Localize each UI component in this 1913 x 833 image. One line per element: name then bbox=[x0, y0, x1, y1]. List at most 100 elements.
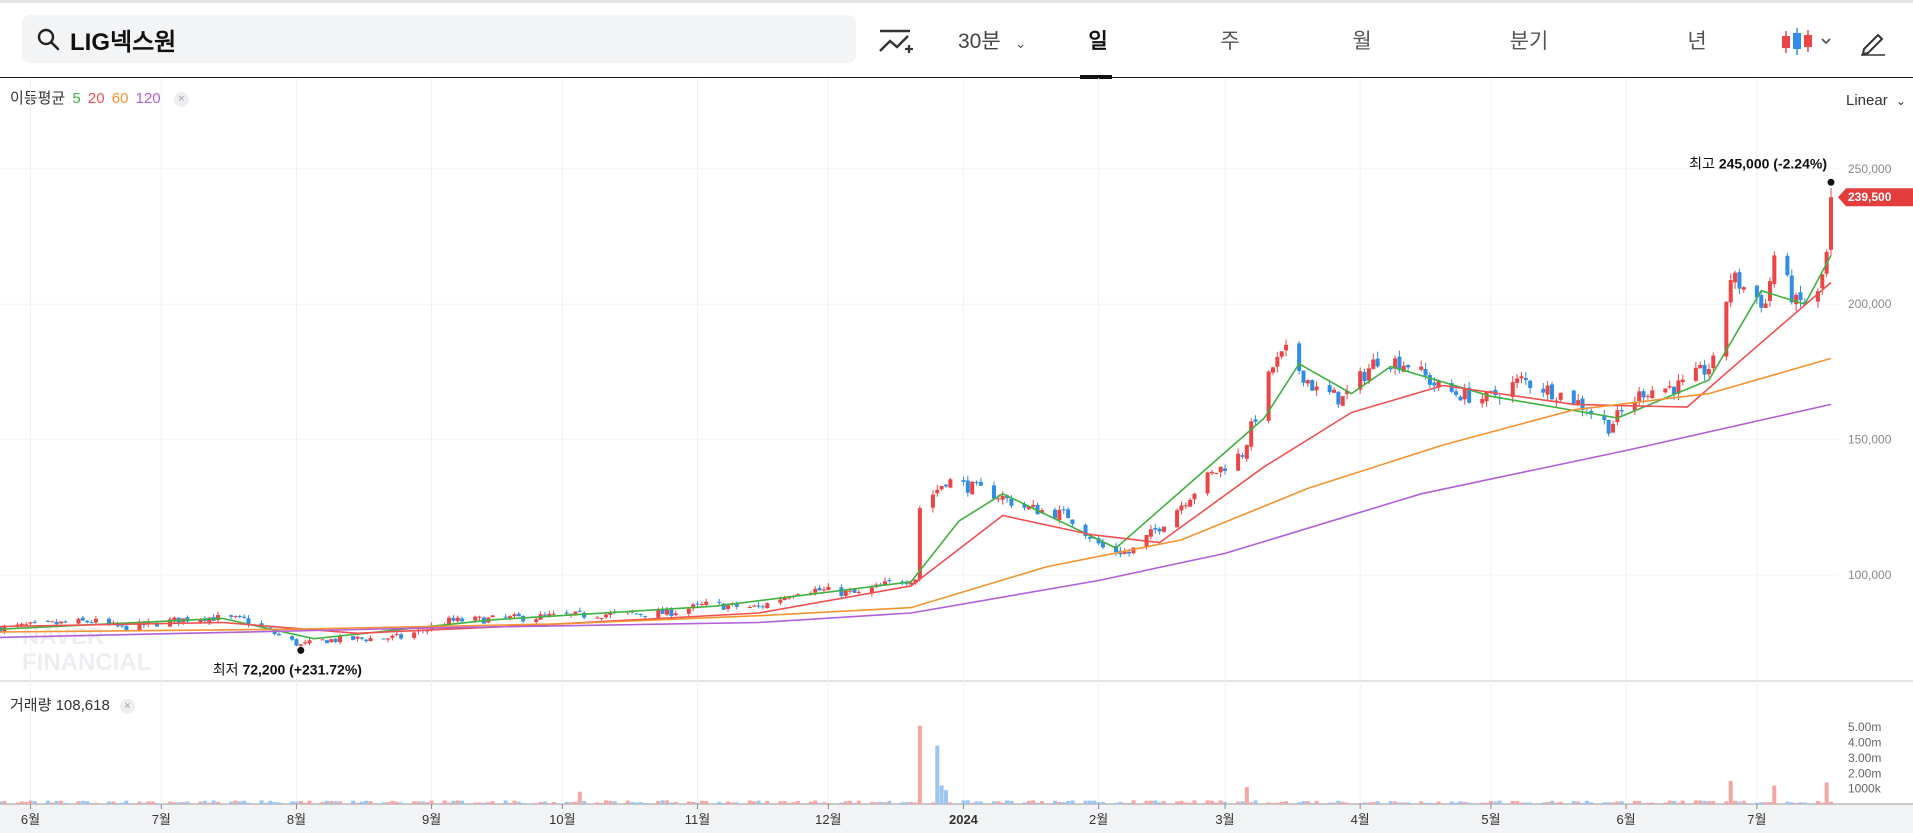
close-icon[interactable]: × bbox=[173, 92, 189, 107]
volume-bar bbox=[1070, 800, 1075, 804]
volume-bar bbox=[185, 801, 190, 804]
candle-body bbox=[63, 621, 68, 623]
volume-bar bbox=[638, 802, 643, 804]
stock-chart[interactable]: 6월 7월 8월 9월 10월 11월 12월 2024 2월 3월 4월 5월 6월 7월 100,000… bbox=[0, 78, 1913, 833]
volume-bar bbox=[1026, 800, 1031, 804]
volume-bar bbox=[303, 802, 308, 804]
volume-bar bbox=[1061, 802, 1066, 804]
volume-bar bbox=[1310, 802, 1315, 804]
volume-bar bbox=[930, 802, 935, 804]
tab-weekly[interactable]: 주 bbox=[1220, 30, 1240, 53]
candle-body bbox=[307, 640, 312, 644]
candle-body bbox=[1454, 391, 1459, 396]
volume-bar bbox=[1632, 800, 1637, 804]
close-icon[interactable]: × bbox=[119, 699, 135, 714]
volume-bar bbox=[1733, 800, 1738, 804]
candle-body bbox=[643, 615, 648, 617]
tab-daily[interactable]: 일 bbox=[1058, 25, 1138, 79]
volume-bar bbox=[333, 801, 338, 804]
candle-body bbox=[381, 638, 386, 640]
volume-bar bbox=[24, 802, 29, 804]
volume-bar bbox=[1488, 800, 1493, 804]
volume-bar bbox=[669, 802, 674, 804]
volume-bar bbox=[272, 802, 277, 804]
volume-bar bbox=[1022, 802, 1027, 804]
volume-bar bbox=[1375, 801, 1380, 804]
volume-bar bbox=[974, 801, 979, 804]
volume-bar bbox=[1436, 801, 1441, 804]
volume-bar bbox=[1645, 802, 1650, 804]
volume-bar bbox=[1393, 801, 1398, 804]
volume-bar bbox=[1336, 800, 1341, 804]
candle-body bbox=[1802, 301, 1807, 303]
volume-bar bbox=[50, 802, 55, 804]
watermark-line: FINANCIAL bbox=[22, 649, 152, 676]
candle-body bbox=[50, 621, 55, 623]
volume-bar bbox=[355, 802, 360, 804]
volume-bar bbox=[1458, 801, 1463, 804]
candle-body bbox=[974, 481, 979, 483]
volume-bar bbox=[1619, 801, 1624, 804]
ma-line-5 bbox=[0, 255, 1832, 640]
x-tick-label: 4월 bbox=[1351, 812, 1370, 827]
volume-bar bbox=[503, 800, 508, 804]
candle-body bbox=[1057, 509, 1062, 520]
volume-bar bbox=[1576, 801, 1581, 804]
volume-bar bbox=[913, 802, 918, 804]
volume-bar bbox=[1480, 802, 1485, 804]
candle-body bbox=[516, 613, 521, 617]
volume-bar bbox=[573, 801, 578, 804]
candle-body bbox=[1310, 380, 1315, 391]
edit-pencil-icon[interactable] bbox=[1858, 27, 1888, 57]
tab-monthly[interactable]: 월 bbox=[1352, 30, 1372, 53]
volume-bar bbox=[686, 801, 691, 804]
search-box[interactable] bbox=[22, 15, 856, 63]
volume-bar bbox=[1297, 802, 1302, 804]
volume-bar bbox=[451, 800, 456, 804]
candle-body bbox=[787, 597, 792, 599]
volume-bar bbox=[787, 803, 792, 804]
candle-body bbox=[1515, 378, 1520, 383]
scale-select[interactable]: Linear ⌄ bbox=[1846, 92, 1906, 109]
candle-body bbox=[1698, 364, 1703, 369]
candle-body bbox=[542, 614, 547, 616]
volume-bar bbox=[1388, 801, 1393, 804]
candle-body bbox=[1192, 493, 1197, 500]
volume-bar bbox=[1083, 800, 1088, 804]
volume-bar bbox=[1754, 802, 1759, 804]
volume-bar bbox=[1157, 802, 1162, 804]
volume-bar bbox=[1314, 800, 1319, 804]
volume-bar bbox=[172, 802, 177, 804]
volume-bar bbox=[320, 801, 325, 804]
volume-bar bbox=[1127, 803, 1132, 804]
volume-bar bbox=[1515, 801, 1520, 804]
volume-bar bbox=[294, 801, 299, 804]
volume-bar bbox=[1057, 801, 1062, 804]
draw-indicator-icon[interactable] bbox=[878, 25, 914, 59]
tab-yearly[interactable]: 년 bbox=[1687, 30, 1707, 53]
volume-bar bbox=[176, 802, 181, 804]
candle-body bbox=[765, 603, 770, 609]
tab-quarterly[interactable]: 분기 bbox=[1509, 30, 1549, 53]
interval-select[interactable]: 30분 ⌄ bbox=[958, 25, 1026, 57]
candle-body bbox=[1279, 351, 1284, 357]
volume-bar bbox=[660, 800, 665, 804]
x-tick-label: 2월 bbox=[1089, 812, 1108, 827]
volume-bar bbox=[1209, 800, 1214, 804]
search-input[interactable] bbox=[70, 23, 830, 55]
volume-bar bbox=[791, 802, 796, 804]
candle-body bbox=[24, 624, 29, 626]
candle-body bbox=[1305, 380, 1310, 384]
volume-bar bbox=[1606, 802, 1611, 804]
candle-body bbox=[669, 609, 674, 617]
volume-bar bbox=[821, 802, 826, 804]
volume-bar bbox=[412, 801, 417, 804]
volume-bar bbox=[207, 802, 212, 804]
volume-bar bbox=[795, 801, 800, 804]
candle-type-icon[interactable] bbox=[1780, 25, 1836, 59]
volume-bar bbox=[1615, 801, 1620, 804]
volume-bar bbox=[19, 801, 24, 804]
volume-bar bbox=[481, 802, 486, 804]
candle-body bbox=[848, 590, 853, 592]
volume-bar bbox=[782, 801, 787, 804]
